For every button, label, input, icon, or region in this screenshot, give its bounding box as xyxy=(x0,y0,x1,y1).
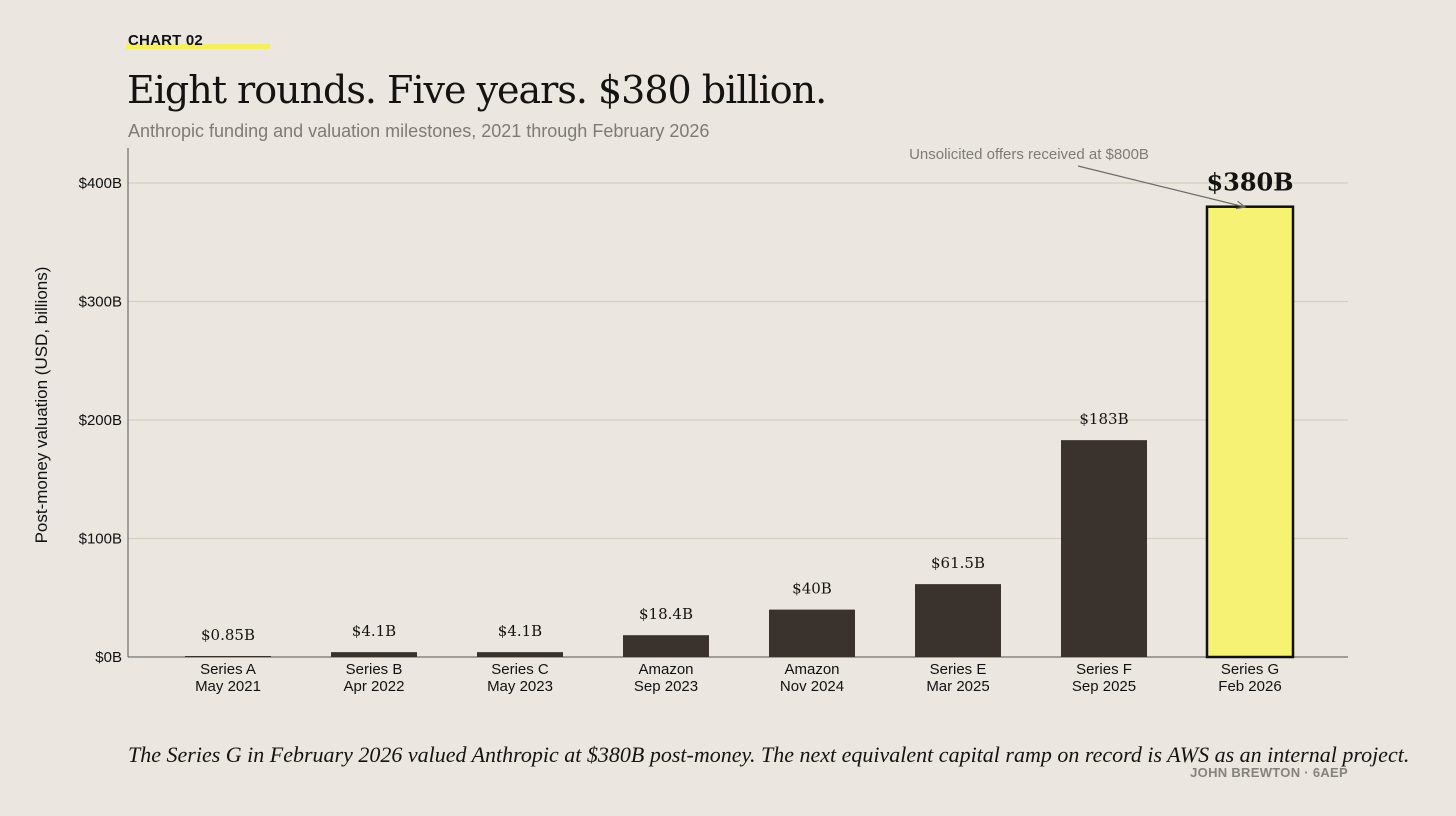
y-tick-label: $400B xyxy=(79,175,122,192)
x-tick-date: Feb 2026 xyxy=(1218,678,1281,695)
x-tick-label: Series C xyxy=(491,661,549,678)
x-tick-label: Amazon xyxy=(638,661,693,678)
bar xyxy=(477,652,563,657)
bar xyxy=(1205,205,1295,659)
x-tick-date: May 2023 xyxy=(487,678,553,695)
bar xyxy=(1061,440,1147,657)
data-label: $4.1B xyxy=(498,622,542,640)
data-label: $183B xyxy=(1079,410,1128,428)
y-tick-label: $300B xyxy=(79,294,122,311)
data-label: $40B xyxy=(792,580,832,598)
y-tick-label: $100B xyxy=(79,531,122,548)
bar xyxy=(185,655,271,657)
y-tick-label: $200B xyxy=(79,412,122,429)
data-label: $61.5B xyxy=(931,554,985,572)
chart-credit: JOHN BREWTON · 6AEP xyxy=(1190,765,1348,780)
data-label: $4.1B xyxy=(352,622,396,640)
bar xyxy=(769,609,855,657)
x-tick-label: Series B xyxy=(346,661,403,678)
chart-caption: The Series G in February 2026 valued Ant… xyxy=(128,742,1410,767)
chart-title: Eight rounds. Five years. $380 billion. xyxy=(127,68,827,112)
kicker-underline xyxy=(126,44,270,49)
x-tick-label: Series E xyxy=(930,661,987,678)
y-tick-label: $0B xyxy=(95,649,122,666)
x-tick-label: Series G xyxy=(1221,661,1279,678)
x-tick-date: Nov 2024 xyxy=(780,678,844,695)
x-tick-label: Amazon xyxy=(784,661,839,678)
data-label: $380B xyxy=(1206,168,1293,197)
y-axis-label: Post-money valuation (USD, billions) xyxy=(32,267,51,544)
x-tick-label: Series A xyxy=(200,661,256,678)
chart-kicker: CHART 02 xyxy=(128,32,203,49)
annotation-text: Unsolicited offers received at $800B xyxy=(909,146,1149,163)
x-tick-date: May 2021 xyxy=(195,678,261,695)
x-tick-label: Series F xyxy=(1076,661,1132,678)
x-tick-date: Sep 2025 xyxy=(1072,678,1136,695)
data-label: $18.4B xyxy=(639,605,693,623)
x-tick-date: Sep 2023 xyxy=(634,678,698,695)
bar xyxy=(915,584,1001,657)
bar xyxy=(331,652,417,657)
annotation-arrow xyxy=(1077,165,1245,207)
chart-subtitle: Anthropic funding and valuation mileston… xyxy=(128,121,710,141)
data-label: $0.85B xyxy=(201,626,255,644)
bar xyxy=(623,635,709,657)
x-tick-date: Mar 2025 xyxy=(926,678,989,695)
x-tick-date: Apr 2022 xyxy=(344,678,405,695)
